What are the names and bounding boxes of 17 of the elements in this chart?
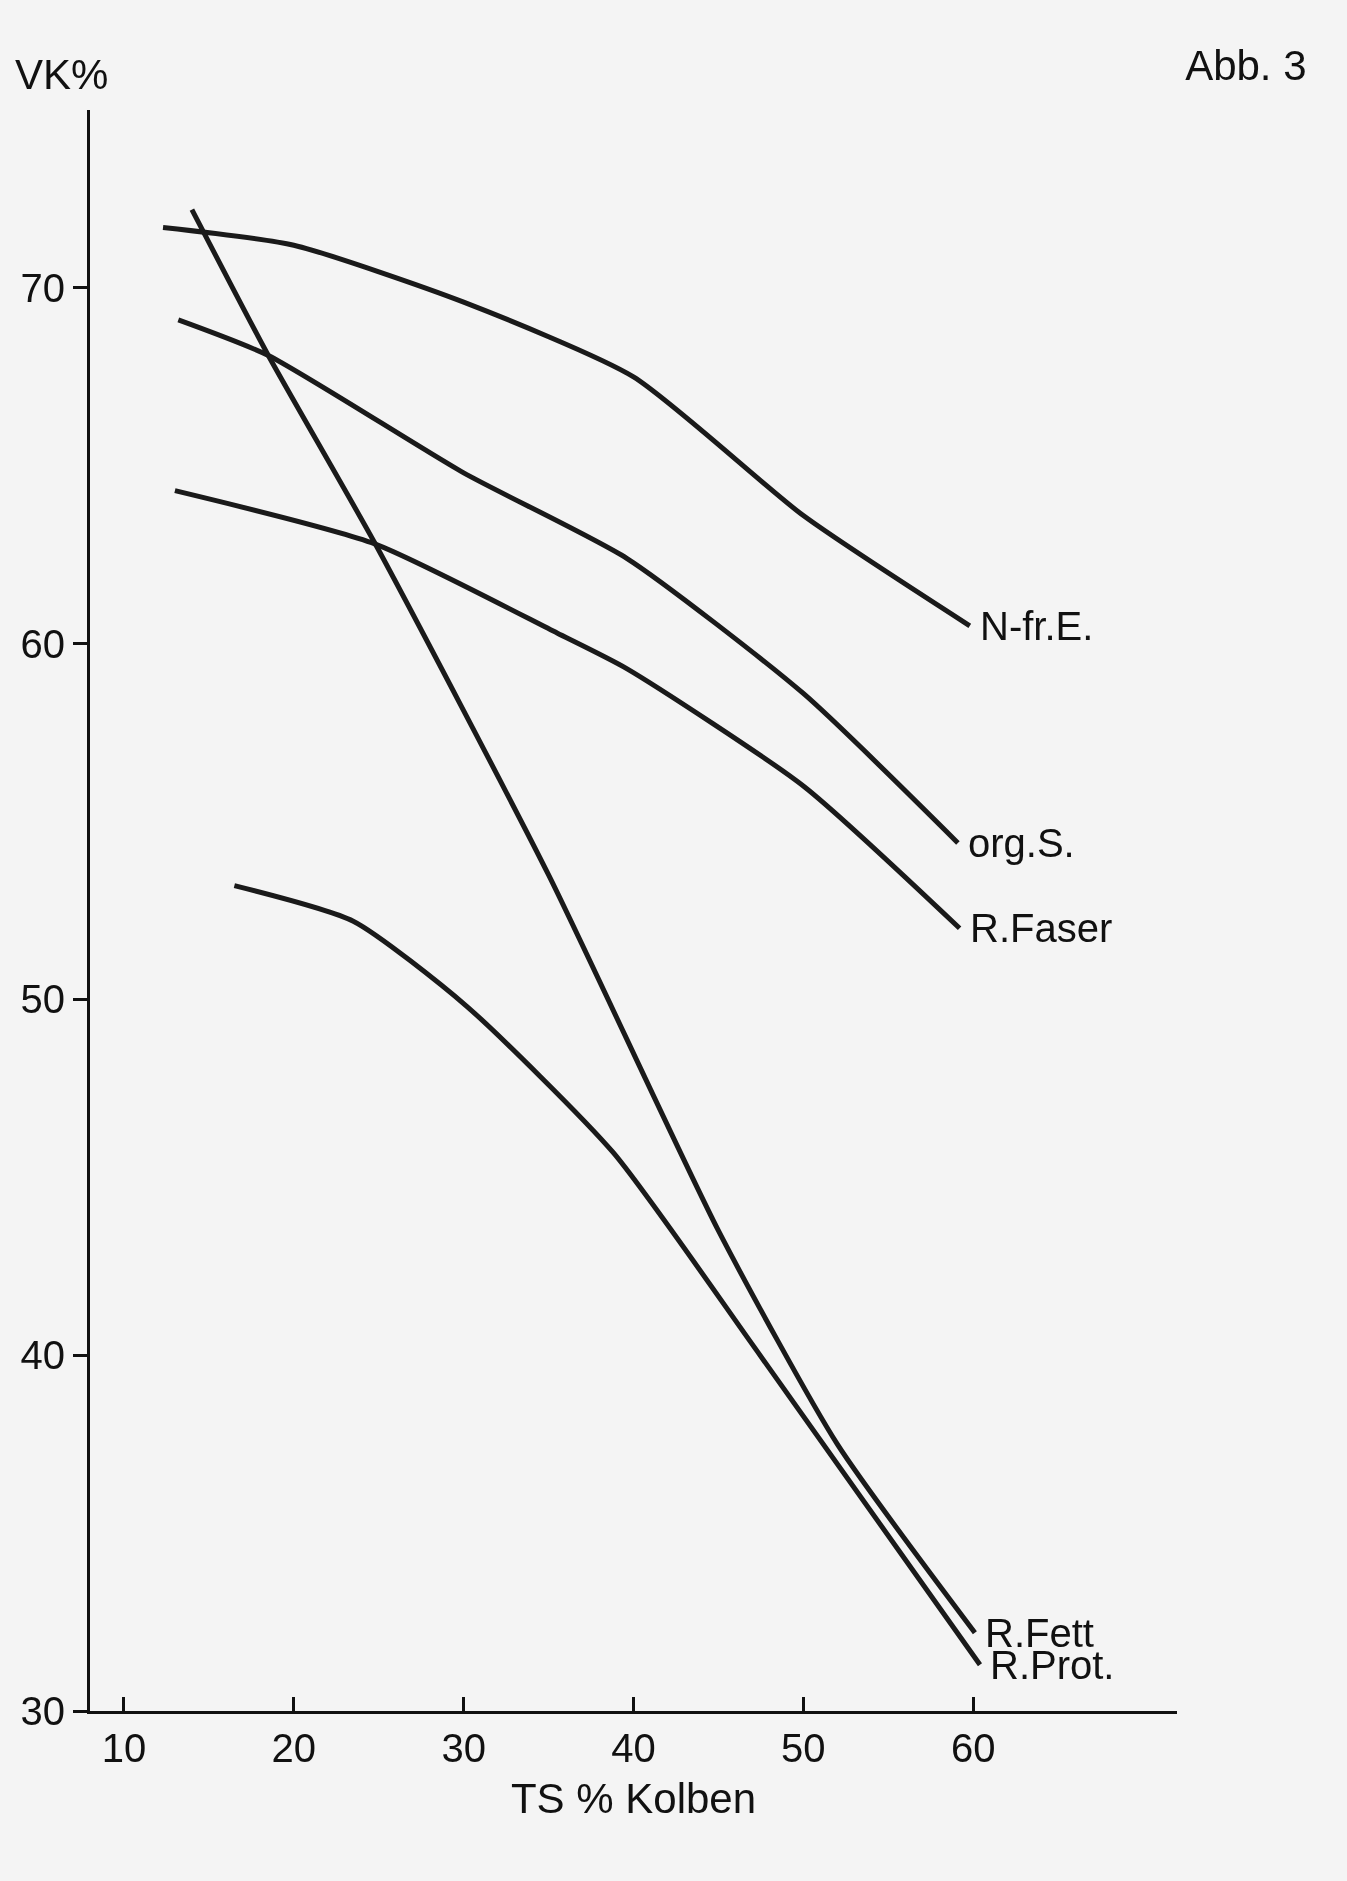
series-label: org.S. <box>968 821 1075 865</box>
x-tick-label: 60 <box>950 1726 996 1770</box>
x-tick-label: 50 <box>781 1726 826 1770</box>
y-tick-label: 70 <box>20 265 65 310</box>
series-label: N-fr.E. <box>980 604 1094 648</box>
y-tick-label: 40 <box>20 1333 65 1378</box>
x-axis-title: TS % Kolben <box>510 1774 757 1822</box>
x-tick-label: 30 <box>441 1726 486 1770</box>
chart-title: Abb. 3 <box>1185 41 1307 89</box>
series-label: R.Faser <box>970 906 1113 950</box>
y-tick-label: 50 <box>20 977 65 1022</box>
x-tick-label: 20 <box>271 1726 317 1770</box>
x-tick-label: 40 <box>611 1726 656 1770</box>
x-tick-label: 10 <box>101 1726 147 1770</box>
y-axis-title: VK% <box>15 51 109 98</box>
y-tick-label: 60 <box>20 621 65 666</box>
y-tick-label: 30 <box>20 1689 65 1733</box>
